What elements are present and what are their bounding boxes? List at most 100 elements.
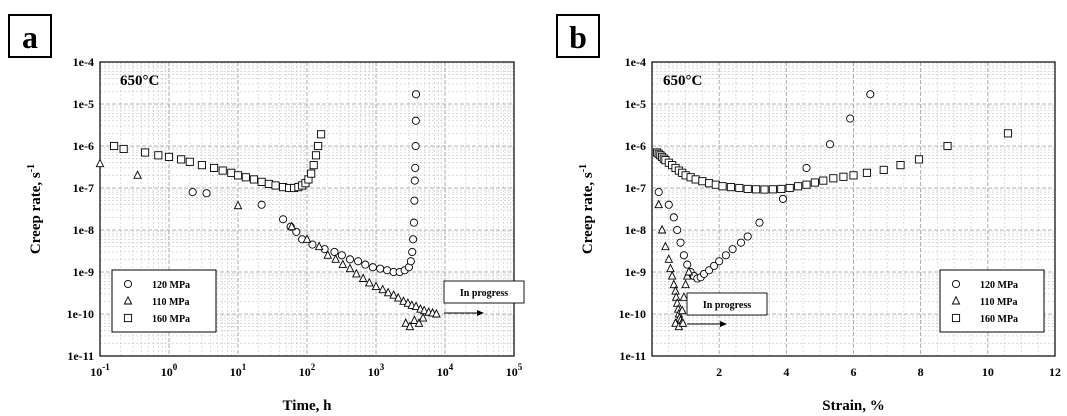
- data-point: [257, 177, 266, 186]
- data-point: [119, 144, 128, 154]
- series-square: [652, 129, 1013, 194]
- data-point: [202, 189, 211, 198]
- data-point: [330, 247, 339, 257]
- data-point: [311, 151, 321, 160]
- y-tick-label: 1e-11: [67, 349, 94, 363]
- data-point: [715, 257, 724, 266]
- y-tick-label: 1e-7: [73, 181, 94, 195]
- data-point: [409, 235, 418, 244]
- data-point: [233, 171, 243, 180]
- temperature-label: 650°C: [663, 73, 702, 89]
- x-tick-label: 101: [230, 362, 247, 379]
- data-point: [677, 305, 687, 315]
- legend-marker: [123, 295, 133, 305]
- x-tick-label: 2: [716, 365, 722, 379]
- x-tick-label: 6: [851, 365, 857, 379]
- chart-b: 1e-11 1e-10 1e-9 1e-8 1e-7 1e-6 1e-5 1e-4 2 4 6 8 10…: [578, 55, 1061, 414]
- data-point: [914, 155, 924, 164]
- data-point: [185, 157, 194, 166]
- data-point: [755, 218, 764, 227]
- data-point: [778, 194, 788, 203]
- data-point: [943, 141, 952, 151]
- data-point: [681, 279, 690, 289]
- data-point: [654, 188, 663, 197]
- x-tick-label: 10: [982, 365, 994, 379]
- series-circle: [654, 90, 875, 283]
- y-tick-label: 1e-8: [625, 223, 646, 237]
- data-point: [110, 141, 119, 151]
- data-point: [810, 178, 819, 187]
- data-point: [802, 180, 811, 189]
- x-tick-label: 8: [918, 365, 924, 379]
- data-point: [896, 161, 905, 170]
- data-point: [406, 257, 415, 266]
- data-point: [432, 308, 441, 318]
- legend-label: 160 MPa: [980, 314, 1018, 325]
- progress-arrow-head: [720, 321, 727, 327]
- data-point: [410, 176, 419, 185]
- data-point: [802, 163, 811, 173]
- data-point: [383, 287, 393, 297]
- data-point: [337, 251, 346, 260]
- data-point: [414, 318, 424, 327]
- data-point: [710, 261, 719, 270]
- y-tick-label: 1e-11: [619, 349, 646, 363]
- data-point: [95, 158, 105, 168]
- data-point: [177, 155, 186, 164]
- x-tick-label: 102: [299, 362, 316, 379]
- data-point: [378, 284, 388, 294]
- y-tick-label: 1e-5: [73, 97, 94, 111]
- data-point: [331, 254, 340, 263]
- data-point: [249, 175, 258, 184]
- legend-marker: [951, 313, 961, 323]
- y-tick-label: 1e-10: [619, 307, 646, 321]
- data-point: [411, 141, 420, 151]
- data-point: [666, 263, 675, 273]
- series-triangle: [654, 199, 694, 331]
- data-point: [323, 250, 333, 259]
- progress-arrow-head: [477, 310, 484, 316]
- data-point: [188, 188, 197, 197]
- data-point: [418, 312, 428, 322]
- data-point: [197, 161, 206, 170]
- x-tick-label: 103: [368, 362, 385, 379]
- data-point: [718, 182, 727, 191]
- data-point: [682, 270, 692, 280]
- y-tick-label: 1e-4: [625, 55, 646, 69]
- data-point: [661, 241, 670, 251]
- data-point: [271, 181, 280, 190]
- data-point: [691, 175, 700, 184]
- data-point: [676, 238, 685, 247]
- data-point: [287, 221, 297, 231]
- data-point: [736, 238, 746, 247]
- data-point: [408, 247, 417, 257]
- data-point: [721, 251, 730, 260]
- data-point: [698, 177, 707, 186]
- legend-label: 120 MPa: [980, 280, 1018, 291]
- data-point: [760, 185, 769, 194]
- data-point: [257, 200, 266, 209]
- progress-label: In progress: [703, 300, 751, 311]
- data-point: [657, 224, 667, 234]
- y-axis-label: Creep rate, s-1: [26, 164, 44, 254]
- data-point: [846, 114, 855, 123]
- data-point: [669, 213, 678, 222]
- data-point: [307, 169, 316, 178]
- y-tick-label: 1e-7: [625, 181, 646, 195]
- data-point: [683, 260, 692, 269]
- data-point: [164, 152, 174, 161]
- progress-box: [686, 292, 768, 316]
- data-point: [785, 183, 794, 193]
- data-point: [218, 166, 227, 175]
- progress-label: In progress: [460, 288, 508, 299]
- x-axis-label: Time, h: [283, 398, 333, 414]
- data-point: [664, 200, 673, 209]
- data-point: [405, 321, 415, 331]
- data-point: [711, 180, 720, 189]
- data-point: [389, 290, 398, 299]
- data-point: [679, 251, 688, 260]
- y-tick-label: 1e-4: [73, 55, 94, 69]
- series-square: [110, 130, 326, 193]
- data-point: [264, 179, 273, 188]
- data-point: [345, 255, 355, 264]
